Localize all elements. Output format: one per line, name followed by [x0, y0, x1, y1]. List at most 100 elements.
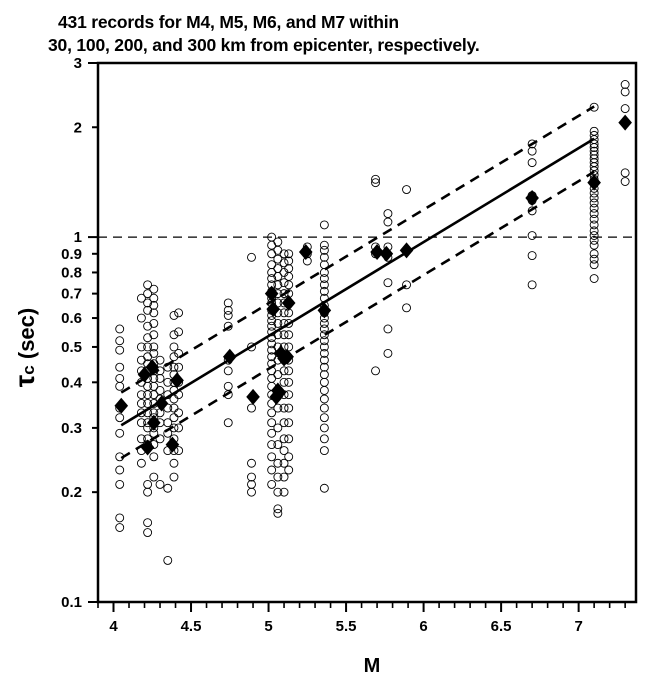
record-point [223, 381, 233, 391]
record-point [267, 452, 277, 462]
record-point [136, 313, 146, 323]
record-point [163, 377, 173, 387]
record-point [267, 418, 277, 428]
record-point [169, 342, 179, 352]
record-point [143, 298, 153, 308]
record-point [620, 80, 630, 89]
x-axis-label: M [364, 655, 381, 677]
record-point [284, 249, 294, 259]
record-point [115, 413, 125, 423]
mean-marker [525, 189, 539, 206]
lower-bound-line [120, 170, 595, 460]
record-point [371, 174, 380, 184]
record-point [273, 318, 283, 328]
record-point [143, 280, 153, 290]
y-axis-label-symbol: τ [9, 374, 40, 387]
mean-marker [170, 372, 184, 389]
record-point [149, 472, 159, 482]
record-point [115, 373, 125, 383]
record-point [174, 308, 184, 318]
record-point [169, 330, 179, 340]
record-point [284, 452, 294, 462]
record-point [247, 479, 256, 489]
record-point [620, 168, 630, 178]
record-point [273, 245, 283, 255]
mean-marker [222, 348, 237, 365]
record-point [319, 318, 329, 328]
record-point [143, 399, 153, 408]
y-tick-label: 1 [74, 229, 82, 246]
record-point [589, 102, 599, 112]
mean-marker [298, 244, 313, 261]
chart-title-line-2: 30, 100, 200, and 300 km from epicenter,… [48, 35, 480, 55]
record-point [247, 472, 256, 482]
record-point [527, 280, 537, 290]
record-point [149, 390, 159, 400]
record-point [273, 440, 283, 450]
record-point [589, 143, 599, 152]
record-point [247, 342, 256, 352]
x-tick-label: 5 [264, 618, 272, 635]
mean-marker [370, 244, 384, 261]
mean-marker [587, 174, 601, 191]
record-point [279, 487, 289, 497]
record-point [284, 377, 294, 387]
mean-marker [137, 366, 152, 383]
record-point [115, 324, 125, 334]
record-point [319, 336, 329, 346]
record-point [169, 362, 179, 372]
record-point [284, 418, 294, 428]
record-point [284, 280, 294, 290]
record-point [284, 403, 294, 413]
record-point [402, 185, 411, 194]
mean-markers-layer [114, 114, 632, 456]
record-point [267, 408, 277, 418]
mean-marker [266, 301, 280, 318]
x-tick-label: 6.5 [491, 618, 512, 635]
record-point [589, 235, 599, 245]
record-point [319, 355, 329, 365]
record-point [279, 403, 289, 413]
record-point [136, 399, 146, 408]
record-point [319, 446, 329, 456]
record-point [267, 339, 277, 349]
record-point [115, 513, 125, 523]
record-point [169, 403, 179, 413]
record-point [247, 403, 256, 413]
record-point [174, 446, 184, 456]
record-point [319, 324, 329, 334]
mean-marker [264, 285, 279, 302]
record-point [163, 483, 173, 493]
record-point [136, 390, 146, 400]
record-point [267, 465, 277, 475]
mean-marker [272, 384, 287, 401]
x-tick-label: 6 [419, 618, 427, 635]
record-point [319, 377, 329, 387]
record-point [143, 528, 153, 537]
record-point [284, 390, 294, 400]
record-point [174, 362, 184, 372]
record-point [319, 286, 329, 296]
x-axis: 4 4.5 5 5.5 6 6.5 7 [97, 602, 626, 635]
record-point [589, 226, 599, 236]
record-point [169, 310, 179, 320]
record-point [273, 508, 283, 518]
mean-marker [145, 359, 160, 376]
record-point [273, 280, 283, 290]
record-point [383, 278, 393, 288]
record-point [136, 408, 146, 418]
y-axis-label-unit: (sec) [14, 308, 39, 365]
record-point [279, 330, 289, 340]
record-point [247, 458, 256, 468]
record-point [589, 274, 599, 283]
record-point [115, 479, 125, 489]
record-point [279, 249, 289, 259]
record-point [143, 305, 153, 315]
record-point [143, 289, 153, 299]
chart-title-line-1: 431 records for M4, M5, M6, and M7 withi… [58, 12, 399, 32]
record-point [155, 479, 165, 489]
record-point [267, 316, 277, 326]
record-point [143, 518, 153, 528]
record-point [223, 321, 233, 331]
record-point [319, 252, 329, 262]
